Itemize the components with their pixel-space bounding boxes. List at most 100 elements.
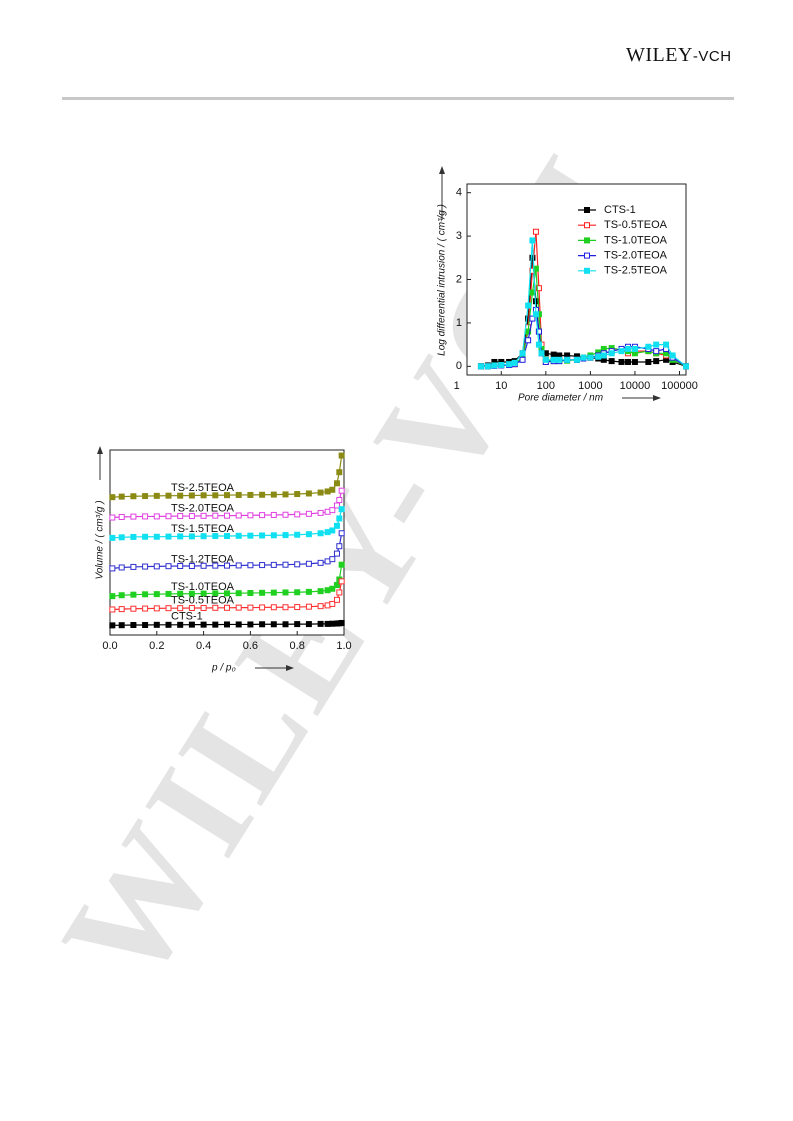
marker	[235, 491, 242, 498]
marker	[130, 622, 137, 629]
marker	[336, 589, 343, 596]
marker	[535, 341, 542, 348]
marker	[491, 362, 498, 369]
marker	[247, 590, 254, 597]
marker	[224, 604, 230, 611]
x-tick-label: 0.8	[290, 640, 305, 652]
marker	[625, 358, 632, 365]
marker	[556, 356, 563, 363]
marker	[336, 515, 343, 522]
axis-arrow-head	[653, 395, 661, 401]
marker	[130, 533, 137, 540]
logo-main: WILEY	[626, 44, 693, 66]
marker	[542, 356, 549, 363]
marker	[142, 622, 149, 629]
marker	[224, 621, 230, 628]
marker	[259, 562, 266, 569]
marker	[587, 354, 594, 361]
marker	[584, 207, 590, 213]
marker	[270, 604, 277, 611]
marker	[595, 353, 602, 360]
marker	[153, 492, 160, 499]
y-tick-label: 1	[456, 317, 462, 329]
marker	[653, 341, 660, 348]
marker	[550, 356, 557, 363]
marker	[305, 588, 312, 595]
marker	[200, 492, 207, 499]
marker	[317, 603, 324, 610]
series-label: TS-2.0TEOA	[171, 502, 235, 514]
marker	[247, 604, 254, 611]
marker	[270, 561, 277, 568]
marker	[109, 565, 116, 572]
marker	[224, 492, 230, 499]
marker	[294, 621, 301, 628]
marker	[109, 514, 116, 521]
marker	[294, 561, 301, 568]
marker	[118, 592, 125, 599]
publisher-logo: WILEY-VCH	[626, 44, 732, 67]
marker	[329, 527, 336, 534]
x-tick-label: 1	[454, 380, 460, 392]
marker	[506, 361, 513, 368]
marker	[270, 621, 277, 628]
marker	[109, 606, 116, 613]
marker	[317, 559, 324, 566]
marker	[608, 358, 615, 365]
marker	[305, 603, 312, 610]
marker	[645, 343, 652, 350]
marker	[294, 531, 301, 538]
marker	[317, 620, 324, 627]
marker	[294, 589, 301, 596]
marker	[177, 605, 184, 612]
marker	[235, 604, 242, 611]
marker	[200, 621, 207, 628]
marker	[282, 511, 289, 518]
marker	[584, 222, 590, 229]
marker	[333, 502, 340, 509]
legend-label: TS-0.5TEOA	[604, 219, 668, 231]
marker	[338, 506, 345, 513]
marker	[270, 589, 277, 596]
marker	[212, 512, 219, 519]
marker	[212, 604, 219, 611]
marker	[600, 352, 607, 359]
marker	[118, 513, 125, 520]
series-label: TS-2.5TEOA	[171, 482, 235, 494]
marker	[663, 341, 670, 348]
marker	[212, 533, 219, 540]
marker	[631, 345, 638, 352]
marker	[212, 590, 219, 597]
marker	[212, 562, 219, 569]
marker	[529, 237, 536, 244]
marker	[153, 605, 160, 612]
logo-suffix: -VCH	[692, 48, 732, 65]
series-label: CTS-1	[171, 610, 203, 622]
marker	[535, 328, 542, 335]
marker	[282, 491, 289, 498]
marker	[142, 591, 149, 598]
marker	[130, 563, 137, 570]
marker	[118, 606, 125, 613]
marker	[329, 600, 336, 607]
marker	[270, 532, 277, 539]
pore-size-chart: 1 10 100 1000 10000 100000 0 1 2 3 4 Pore diameter …	[437, 166, 698, 404]
marker	[153, 563, 160, 570]
marker	[259, 491, 266, 498]
marker	[142, 513, 149, 520]
marker	[338, 578, 345, 585]
marker	[200, 604, 207, 611]
marker	[529, 254, 536, 261]
marker	[529, 289, 536, 296]
y-axis-label: Volume / ( cm³/g )	[95, 500, 106, 579]
marker	[538, 350, 545, 357]
marker	[338, 487, 345, 494]
x-tick-label: 1000	[578, 380, 602, 392]
marker	[200, 512, 207, 519]
marker	[130, 591, 137, 598]
marker	[484, 363, 491, 370]
marker	[653, 348, 660, 355]
series-label: TS-1.2TEOA	[171, 553, 235, 565]
marker	[550, 351, 557, 358]
marker	[235, 621, 242, 628]
